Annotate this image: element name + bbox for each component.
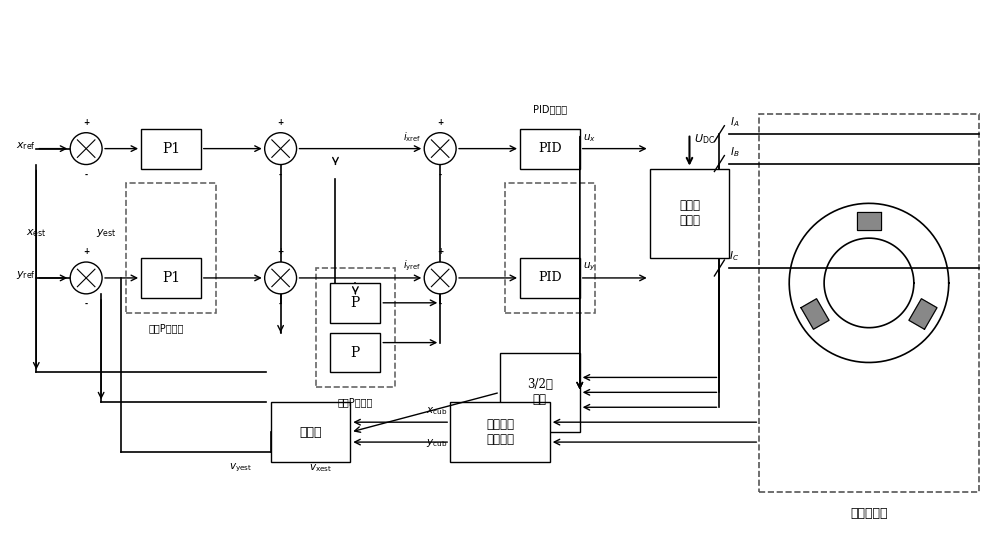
Text: 径向磁轴承: 径向磁轴承 xyxy=(850,507,888,520)
Text: $u_y$: $u_y$ xyxy=(583,261,596,273)
Bar xyxy=(500,352,580,432)
Text: $y_{\rm est}$: $y_{\rm est}$ xyxy=(96,227,116,239)
Text: $y_{\rm ref}$: $y_{\rm ref}$ xyxy=(16,269,36,281)
Text: +: + xyxy=(277,247,284,256)
Text: -: - xyxy=(279,300,282,309)
Text: 容积卡尔
曼滤波器: 容积卡尔 曼滤波器 xyxy=(486,418,514,446)
Text: $x_{\rm ref}$: $x_{\rm ref}$ xyxy=(16,140,36,151)
Text: $v_{\rm yest}$: $v_{\rm yest}$ xyxy=(229,462,252,474)
Text: $U_{\rm DC}$: $U_{\rm DC}$ xyxy=(694,132,716,146)
Bar xyxy=(271,402,350,462)
Text: P: P xyxy=(351,345,360,360)
Text: 观测器: 观测器 xyxy=(299,426,322,439)
Text: P1: P1 xyxy=(162,271,180,285)
Bar xyxy=(450,402,550,462)
Text: PID控制器: PID控制器 xyxy=(533,104,567,114)
Circle shape xyxy=(265,133,297,165)
Bar xyxy=(505,183,595,313)
Text: $i_{\rm yref}$: $i_{\rm yref}$ xyxy=(403,259,421,273)
Text: -: - xyxy=(439,300,442,309)
Bar xyxy=(759,114,979,492)
Polygon shape xyxy=(909,299,937,329)
Text: $x_{\rm est}$: $x_{\rm est}$ xyxy=(26,227,47,239)
Text: $u_x$: $u_x$ xyxy=(583,132,596,144)
Polygon shape xyxy=(857,212,881,230)
Bar xyxy=(141,258,201,298)
Bar xyxy=(126,183,216,313)
Text: PID: PID xyxy=(538,142,562,155)
Text: +: + xyxy=(83,247,89,256)
Text: -: - xyxy=(279,171,282,180)
Text: +: + xyxy=(437,247,443,256)
Circle shape xyxy=(70,133,102,165)
Bar xyxy=(330,283,380,322)
Circle shape xyxy=(424,133,456,165)
Text: PID: PID xyxy=(538,271,562,285)
Text: 3/2变
换器: 3/2变 换器 xyxy=(527,378,553,406)
Text: $v_{\rm xest}$: $v_{\rm xest}$ xyxy=(309,462,332,474)
Bar xyxy=(141,129,201,168)
Bar xyxy=(520,129,580,168)
Text: 第二P控制器: 第二P控制器 xyxy=(338,397,373,407)
Bar xyxy=(316,268,395,387)
Text: $I_C$: $I_C$ xyxy=(729,249,739,263)
Text: +: + xyxy=(277,118,284,127)
Text: P1: P1 xyxy=(162,142,180,156)
Text: 电压源
逆变器: 电压源 逆变器 xyxy=(679,199,700,227)
Bar xyxy=(650,168,729,258)
Text: $i_{\rm xref}$: $i_{\rm xref}$ xyxy=(403,130,421,144)
Text: $I_A$: $I_A$ xyxy=(730,115,739,129)
Circle shape xyxy=(70,262,102,294)
Text: $x_{\rm cub}$: $x_{\rm cub}$ xyxy=(426,406,447,417)
Text: P: P xyxy=(351,296,360,310)
Text: +: + xyxy=(437,118,443,127)
Circle shape xyxy=(265,262,297,294)
Text: -: - xyxy=(85,300,88,309)
Text: 第一P控制器: 第一P控制器 xyxy=(148,322,184,333)
Text: -: - xyxy=(85,171,88,180)
Bar xyxy=(330,333,380,373)
Text: $y_{\rm cub}$: $y_{\rm cub}$ xyxy=(426,437,447,449)
Text: $I_B$: $I_B$ xyxy=(730,145,739,158)
Bar xyxy=(520,258,580,298)
Polygon shape xyxy=(801,299,829,329)
Text: +: + xyxy=(83,118,89,127)
Circle shape xyxy=(424,262,456,294)
Text: -: - xyxy=(439,171,442,180)
